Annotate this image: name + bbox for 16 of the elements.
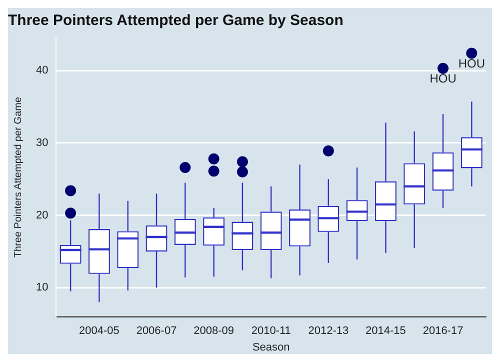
x-axis-title: Season [252,341,290,354]
chart-title: Three Pointers Attempted per Game by Season [8,12,344,30]
annotation: HOU [430,72,456,86]
x-tick-label: 2004-05 [79,325,120,338]
y-tick-label: 20 [36,209,48,222]
x-tick-label: 2014-15 [366,325,406,338]
x-tick-label: 2012-13 [308,325,349,338]
annotation: HOU [458,56,486,71]
y-tick-label: 10 [36,282,48,294]
x-tick-label: 2008-09 [194,325,234,338]
x-tick-label: 2006-07 [136,325,177,338]
x-tick-label: 2010-11 [251,325,291,338]
y-tick-label: 40 [36,64,48,77]
y-axis-title: Three Pointers Attempted per Game [12,96,24,258]
y-tick-label: 30 [36,136,48,149]
x-tick-label: 2016-17 [422,325,464,338]
